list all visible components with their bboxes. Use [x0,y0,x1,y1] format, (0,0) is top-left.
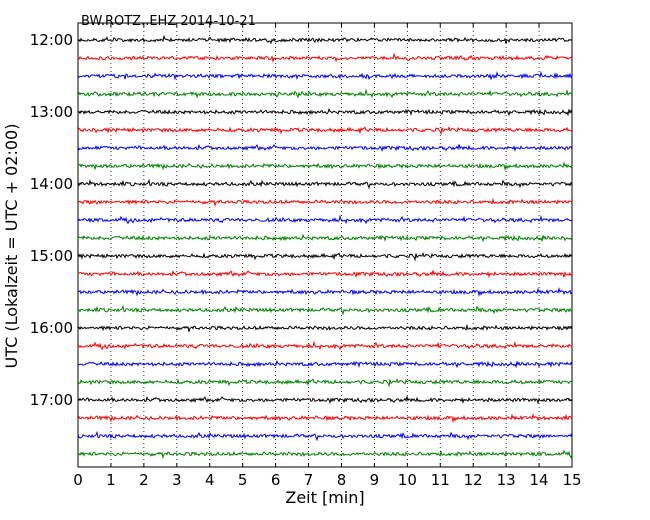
y-tick-label: 17:00 [30,391,73,409]
x-tick-label: 15 [562,471,581,489]
trace-line [77,413,573,424]
y-tick-label: 13:00 [30,103,73,121]
x-tick-label: 2 [139,471,149,489]
x-tick-label: 10 [398,471,417,489]
trace-line [77,34,573,45]
trace-line [77,214,573,225]
y-axis-label: UTC (Lokalzeit = UTC + 02:00) [2,124,21,369]
x-axis-ticks: 0 1 2 3 4 5 6 7 8 9 10 11 12 13 14 15 [73,23,582,489]
trace-line [77,340,573,351]
y-tick-label: 16:00 [30,319,73,337]
trace-line [77,430,573,442]
x-tick-label: 12 [464,471,483,489]
trace-line [77,287,573,298]
y-tick-label: 14:00 [30,175,73,193]
y-tick-label: 15:00 [30,247,73,265]
trace-line [77,88,573,99]
x-tick-label: 4 [205,471,215,489]
trace-line [77,233,573,243]
x-tick-label: 5 [238,471,248,489]
x-tick-label: 6 [271,471,281,489]
trace-line [77,251,573,262]
trace-line [77,143,573,153]
trace-line [77,449,573,460]
x-tick-label: 14 [530,471,549,489]
x-tick-label: 13 [497,471,516,489]
trace-line [77,197,573,208]
seismic-traces [77,34,573,460]
trace-line [77,304,573,316]
trace-line [77,395,573,405]
trace-line [77,107,573,117]
x-tick-label: 11 [431,471,450,489]
x-axis-label: Zeit [min] [285,488,364,507]
x-tick-label: 9 [370,471,380,489]
x-tick-label: 3 [172,471,182,489]
trace-line [77,178,573,190]
chart-title: BW.ROTZ..EHZ 2014-10-21 [81,14,256,29]
y-tick-label: 12:00 [30,31,73,49]
x-tick-label: 8 [337,471,347,489]
x-tick-label: 0 [73,471,83,489]
trace-line [77,359,573,369]
trace-line [77,161,573,172]
trace-line [77,70,573,81]
x-tick-label: 1 [106,471,116,489]
trace-line [77,125,573,136]
trace-line [77,323,573,334]
trace-line [77,377,573,388]
trace-line [77,269,573,279]
plot-area [77,22,573,468]
x-tick-label: 7 [304,471,314,489]
y-axis-ticks: 12:00 13:00 14:00 15:00 16:00 17:00 [30,31,572,409]
trace-line [77,52,573,64]
